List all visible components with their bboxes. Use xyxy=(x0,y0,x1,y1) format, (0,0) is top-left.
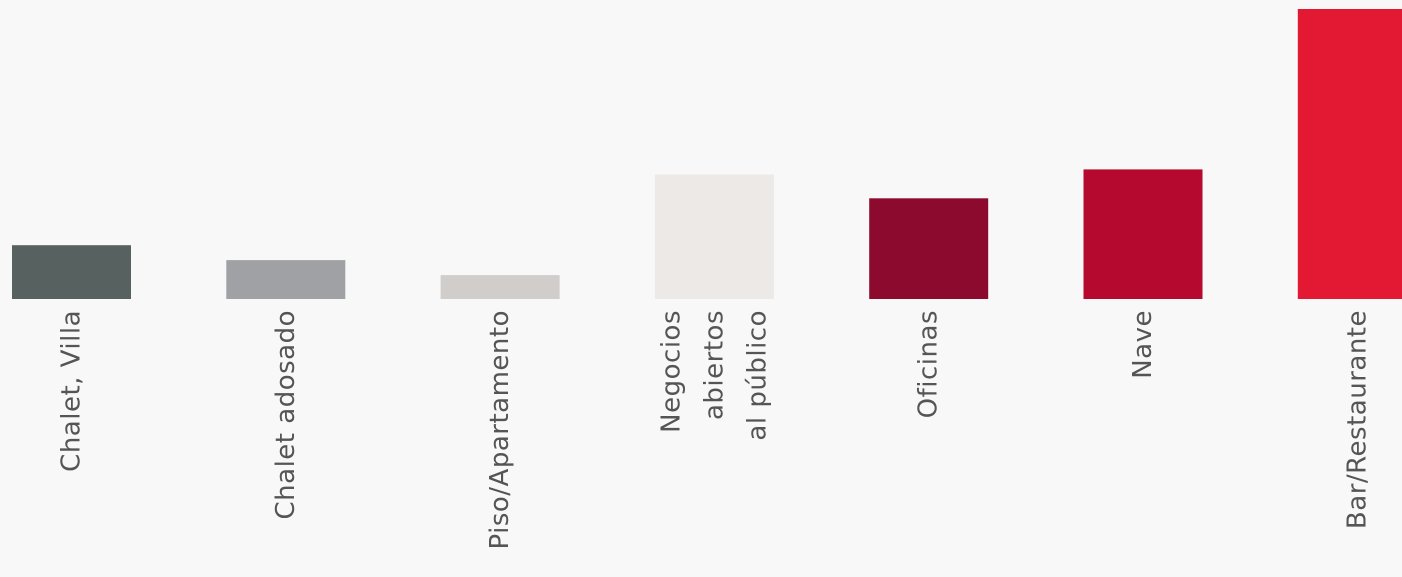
category-label-5: Nave xyxy=(1128,310,1158,379)
category-label-2-line-0: Piso/Apartamento xyxy=(485,310,515,550)
category-label-0-line-0: Chalet, Villa xyxy=(57,310,87,472)
category-label-6-line-0: Bar/Restaurante xyxy=(1342,310,1372,529)
category-label-3-line-1: abiertos xyxy=(699,310,729,420)
bar-1 xyxy=(226,260,346,299)
category-label-1: Chalet adosado xyxy=(271,310,301,519)
category-label-6: Bar/Restaurante xyxy=(1342,310,1372,529)
bar-5 xyxy=(1083,169,1203,299)
bar-3 xyxy=(654,174,774,299)
bar-2 xyxy=(440,275,560,299)
category-label-0: Chalet, Villa xyxy=(57,310,87,472)
bar-0 xyxy=(12,245,131,299)
bar-4 xyxy=(869,198,989,299)
category-label-5-line-0: Nave xyxy=(1128,310,1158,379)
category-label-1-line-0: Chalet adosado xyxy=(271,310,301,519)
category-label-3: Negocios abiertos al público xyxy=(656,310,772,441)
category-label-3-line-2: al público xyxy=(742,310,772,441)
category-label-4-line-0: Oficinas xyxy=(914,310,944,418)
category-label-2: Piso/Apartamento xyxy=(485,310,515,550)
bar-6 xyxy=(1297,9,1402,299)
category-label-3-line-0: Negocios xyxy=(656,310,686,433)
category-label-4: Oficinas xyxy=(914,310,944,418)
